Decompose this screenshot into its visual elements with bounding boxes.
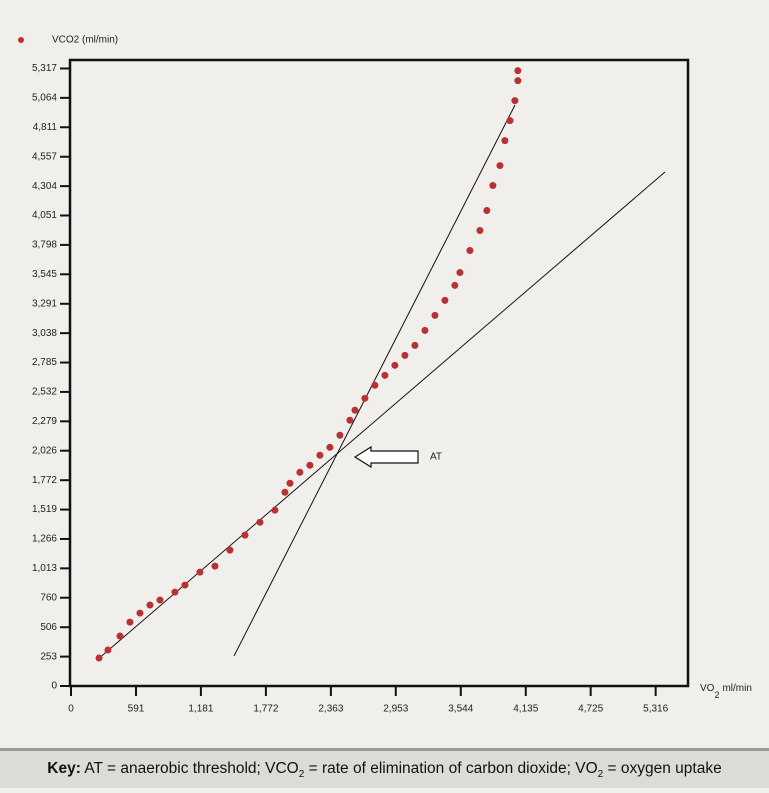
data-point [441, 296, 449, 304]
key-sub: 2 [597, 769, 604, 781]
key-sub: 2 [298, 769, 305, 781]
y-tick-label: 1,013 [32, 563, 57, 574]
y-tick-label: 3,798 [32, 240, 57, 251]
data-point [336, 431, 344, 439]
x-tick-label: 2,363 [318, 704, 343, 715]
data-point [411, 341, 419, 349]
key-text: = oxygen uptake [603, 760, 722, 777]
key-label: Key: [47, 760, 81, 777]
data-point [316, 451, 324, 459]
legend-label: VCO2 (ml/min) [52, 35, 118, 46]
data-point [156, 596, 164, 604]
data-point [361, 394, 369, 402]
y-tick-label: 1,519 [32, 504, 57, 515]
data-point [181, 581, 189, 589]
data-point [306, 461, 314, 469]
y-tick-label: 3,038 [32, 328, 57, 339]
y-tick-label: 1,772 [32, 475, 57, 486]
key: Key: AT = anaerobic threshold; VCO2 = ra… [0, 748, 769, 788]
y-tick-label: 4,051 [32, 210, 57, 221]
data-point [456, 269, 464, 277]
data-point [421, 326, 429, 334]
data-point [501, 137, 509, 145]
data-point [451, 281, 459, 289]
key-text: AT = anaerobic threshold; VCO [80, 760, 299, 777]
data-point [171, 588, 179, 596]
data-point [281, 488, 289, 496]
data-point [431, 311, 439, 319]
y-tick-label: 5,064 [32, 93, 57, 104]
data-point [116, 632, 124, 640]
x-label-sub: 2 [714, 690, 719, 700]
data-point [476, 226, 484, 234]
data-point [401, 351, 409, 359]
data-point [241, 531, 249, 539]
key-text: = rate of elimination of carbon dioxide;… [304, 760, 598, 777]
data-point [351, 406, 359, 414]
y-tick-label: 506 [40, 622, 57, 633]
data-point [211, 562, 219, 570]
data-point [511, 97, 519, 105]
y-tick-label: 3,545 [32, 269, 57, 280]
x-tick-label: 2,953 [383, 704, 408, 715]
plot-frame [68, 58, 690, 688]
data-point [226, 546, 234, 554]
x-label-part: ml/min [722, 683, 751, 694]
data-point [256, 518, 264, 526]
data-point [496, 162, 504, 170]
y-tick-label: 2,279 [32, 416, 57, 427]
data-point [95, 654, 103, 662]
y-tick-label: 2,532 [32, 387, 57, 398]
data-point [346, 416, 354, 424]
x-tick-label: 1,181 [188, 704, 213, 715]
y-tick-label: 4,304 [32, 181, 57, 192]
data-point [286, 479, 294, 487]
data-point [514, 77, 522, 85]
data-point [326, 443, 334, 451]
y-tick-label: 253 [40, 651, 57, 662]
chart: AT VCO2 (ml/min) VO2ml/min 0 253 506 760 1,0… [18, 35, 752, 715]
x-tick-label: 1,772 [253, 704, 278, 715]
y-tick-label: 4,811 [33, 122, 58, 133]
y-tick-label: 2,026 [32, 445, 57, 456]
trend-line [96, 171, 666, 661]
x-tick-label: 5,316 [643, 704, 668, 715]
y-tick-label: 4,557 [32, 151, 57, 162]
data-point [489, 182, 497, 190]
x-label-part: VO [700, 683, 715, 694]
data-point [136, 609, 144, 617]
data-point [381, 371, 389, 379]
y-tick-label: 5,317 [32, 63, 57, 74]
data-point [104, 646, 112, 654]
y-tick-label: 0 [51, 681, 57, 692]
data-point [196, 568, 204, 576]
y-tick-label: 760 [40, 592, 57, 603]
y-tick-label: 3,291 [32, 298, 57, 309]
y-tick-label: 1,266 [32, 534, 57, 545]
y-tick-label: 2,785 [32, 357, 57, 368]
x-tick-label: 4,135 [513, 704, 538, 715]
data-point [296, 468, 304, 476]
x-axis-label: VO2ml/min [700, 683, 752, 701]
x-tick-label: 591 [128, 704, 145, 715]
x-tick-label: 0 [68, 704, 74, 715]
data-point [126, 618, 134, 626]
trend-line [233, 104, 516, 657]
data-point [391, 361, 399, 369]
x-tick-label: 3,544 [448, 704, 473, 715]
data-point [506, 117, 514, 125]
data-point [146, 601, 154, 609]
data-point [514, 67, 522, 75]
data-point [271, 506, 279, 514]
data-point [371, 381, 379, 389]
x-tick-label: 4,725 [578, 704, 603, 715]
at-arrow [353, 445, 419, 469]
data-point [466, 246, 474, 254]
annotation: AT [430, 452, 442, 463]
data-point [483, 207, 491, 215]
legend-marker [18, 37, 24, 43]
